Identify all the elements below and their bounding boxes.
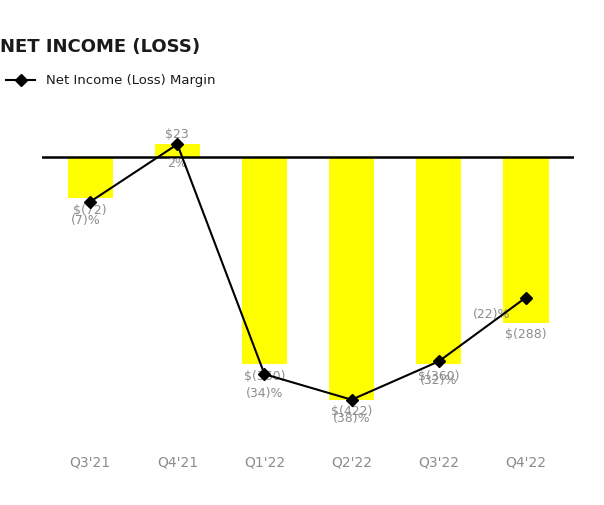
Text: NET INCOME (LOSS): NET INCOME (LOSS) — [0, 38, 200, 56]
Text: 2%: 2% — [167, 157, 187, 170]
Text: (38)%: (38)% — [333, 413, 370, 425]
Text: (34)%: (34)% — [246, 387, 283, 400]
Text: (32)%: (32)% — [420, 374, 457, 387]
Text: $(360): $(360) — [244, 370, 285, 383]
Text: $23: $23 — [165, 128, 189, 141]
Text: (7)%: (7)% — [71, 215, 101, 227]
Bar — [68, 157, 113, 198]
Text: $(72): $(72) — [74, 204, 107, 217]
Bar — [242, 157, 287, 364]
Text: (22)%: (22)% — [473, 308, 510, 321]
Bar — [329, 157, 374, 399]
Legend: Net Income (Loss) Margin: Net Income (Loss) Margin — [7, 74, 216, 87]
Text: $(360): $(360) — [418, 370, 460, 383]
Text: $(288): $(288) — [505, 328, 547, 341]
Bar — [155, 144, 200, 157]
Bar — [503, 157, 548, 323]
Bar — [416, 157, 461, 364]
Text: $(422): $(422) — [331, 406, 372, 418]
